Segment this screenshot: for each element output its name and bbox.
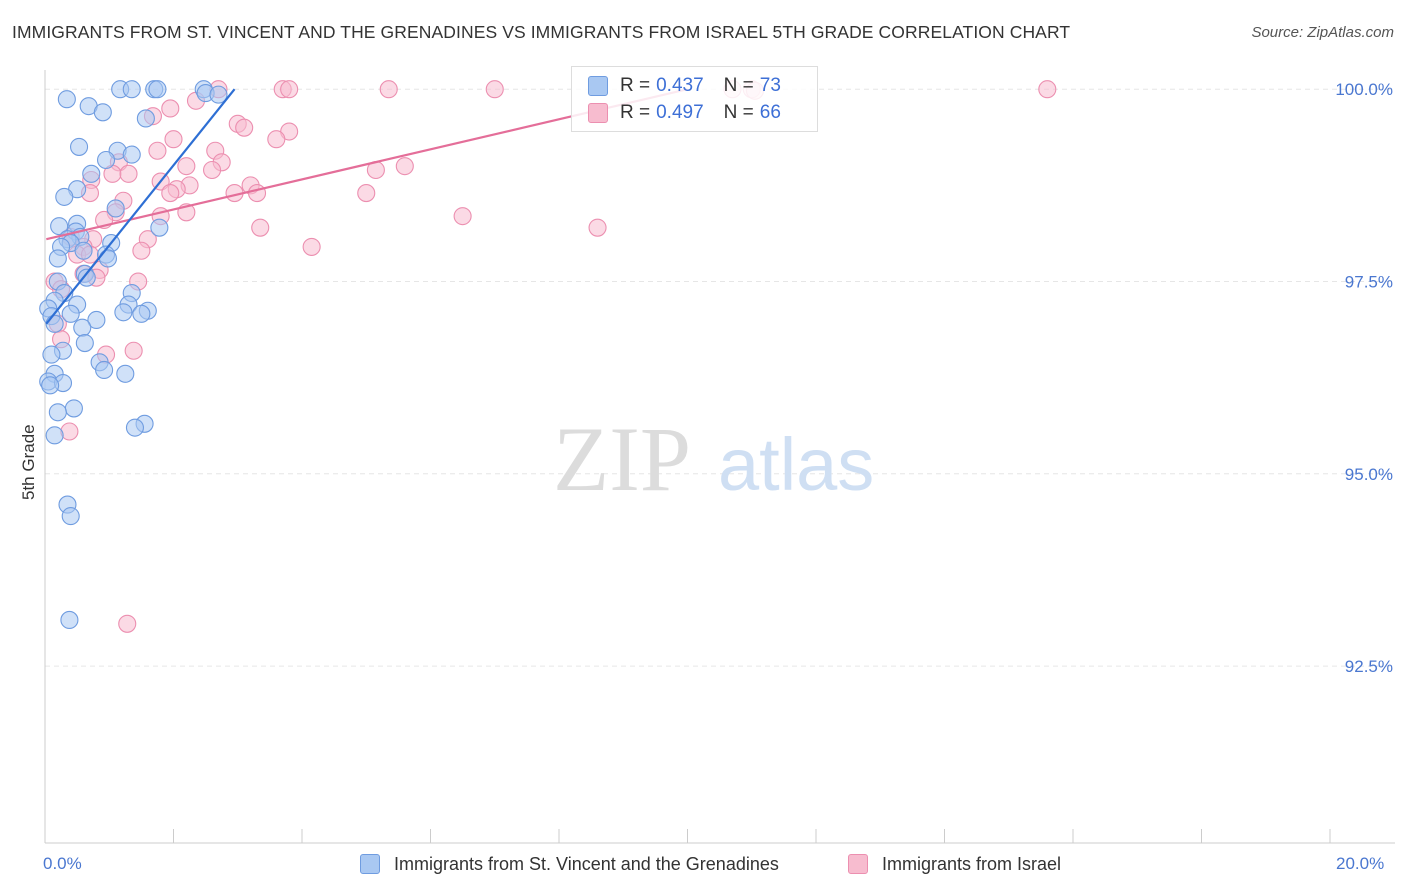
point-svg (96, 150, 116, 170)
point-israel (60, 422, 79, 441)
y-tick-label: 92.5% (1345, 657, 1393, 676)
x-tick-label-max: 20.0% (1336, 854, 1384, 873)
x-tick-label-min: 0.0% (43, 854, 82, 873)
y-axis-label: 5th Grade (19, 424, 38, 500)
series-israel-points (45, 80, 1057, 633)
point-svg (55, 187, 74, 206)
legend-r-value: 0.437 (656, 75, 704, 96)
point-svg (98, 249, 118, 268)
point-israel (588, 218, 607, 237)
point-israel (132, 241, 151, 260)
point-svg (48, 403, 67, 422)
legend-n-label: N = (723, 75, 754, 96)
point-israel (302, 237, 321, 256)
point-svg (75, 333, 94, 353)
point-svg (122, 145, 141, 164)
point-israel (485, 80, 504, 99)
axes (44, 70, 1395, 844)
point-svg (114, 303, 133, 322)
point-israel (235, 118, 254, 137)
series-svg-points (39, 80, 228, 629)
watermark-zip: ZIP (553, 408, 691, 510)
point-svg (148, 80, 167, 99)
legend-swatch-pink (848, 854, 868, 874)
point-svg (42, 345, 61, 364)
point-svg (41, 376, 60, 395)
point-svg (116, 364, 135, 383)
legend-item-svg[interactable]: Immigrants from St. Vincent and the Gren… (360, 851, 779, 877)
point-israel (124, 341, 143, 360)
legend-swatch-pink (588, 103, 608, 123)
point-svg (45, 426, 64, 445)
correlation-legend: R = 0.437 N = 73 R = 0.497 N = 66 (571, 66, 818, 132)
point-israel (251, 218, 270, 237)
point-svg (77, 268, 96, 287)
point-svg (70, 137, 89, 156)
legend-r-label: R = (620, 102, 651, 123)
point-svg (60, 610, 79, 629)
source-label: Source: ZipAtlas.com (1251, 24, 1394, 41)
point-svg (57, 90, 76, 109)
legend-n-value: 66 (759, 102, 781, 123)
point-israel (203, 160, 222, 180)
point-svg (61, 507, 80, 526)
legend-n-label: N = (723, 102, 754, 123)
legend-n-value: 73 (759, 75, 781, 96)
point-israel (119, 164, 138, 183)
legend-row-israel: R = 0.497 N = 66 (588, 101, 781, 125)
legend-swatch-blue (588, 76, 608, 96)
point-svg (136, 109, 155, 128)
legend-swatch-blue (360, 854, 380, 874)
point-israel (164, 130, 183, 149)
point-svg (48, 249, 67, 268)
point-israel (395, 157, 414, 176)
point-svg (93, 103, 112, 122)
watermark-atlas: atlas (718, 423, 874, 506)
point-svg (73, 318, 92, 337)
point-israel (161, 184, 180, 203)
legend-item-israel[interactable]: Immigrants from Israel (848, 851, 1061, 877)
legend-label-israel: Immigrants from Israel (882, 853, 1062, 874)
point-israel (280, 80, 299, 99)
point-svg (45, 314, 64, 333)
legend-r-label: R = (620, 75, 651, 96)
point-svg (87, 310, 106, 330)
point-svg (95, 360, 114, 380)
y-tick-label: 95.0% (1345, 465, 1393, 484)
gridlines (45, 88, 1395, 667)
point-svg (150, 218, 169, 237)
y-tick-label: 97.5% (1345, 273, 1393, 292)
point-svg (50, 217, 69, 236)
point-israel (453, 207, 472, 226)
legend-r-value: 0.497 (656, 102, 704, 123)
point-svg (61, 304, 80, 323)
point-svg (209, 85, 228, 104)
point-svg (106, 199, 125, 218)
point-israel (1038, 80, 1057, 99)
point-israel (267, 130, 286, 149)
y-tick-labels: 92.5% 95.0% 97.5% 100.0% (1335, 80, 1393, 676)
point-israel (148, 141, 167, 160)
point-svg (74, 241, 93, 260)
trend-line-svg (45, 88, 236, 325)
chart-title: IMMIGRANTS FROM ST. VINCENT AND THE GREN… (12, 22, 1071, 42)
point-israel (161, 99, 180, 118)
legend-label-svg: Immigrants from St. Vincent and the Gren… (394, 853, 779, 874)
point-israel (357, 184, 376, 203)
point-svg (122, 80, 141, 99)
legend-row-svg: R = 0.437 N = 73 (588, 74, 781, 98)
point-israel (379, 80, 398, 99)
point-israel (247, 184, 267, 203)
y-tick-label: 100.0% (1335, 80, 1393, 99)
point-svg (125, 418, 144, 437)
point-svg (64, 399, 83, 418)
point-israel (118, 614, 137, 633)
point-israel (177, 157, 196, 176)
point-svg (82, 164, 101, 183)
point-svg (132, 304, 151, 323)
